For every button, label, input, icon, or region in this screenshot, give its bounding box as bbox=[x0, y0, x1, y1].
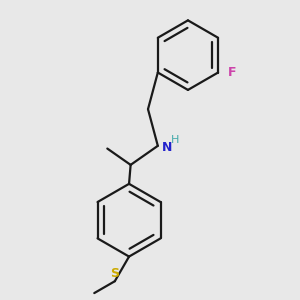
Text: H: H bbox=[171, 135, 179, 145]
Text: N: N bbox=[162, 141, 172, 154]
Text: F: F bbox=[228, 66, 236, 79]
Text: S: S bbox=[110, 267, 119, 280]
